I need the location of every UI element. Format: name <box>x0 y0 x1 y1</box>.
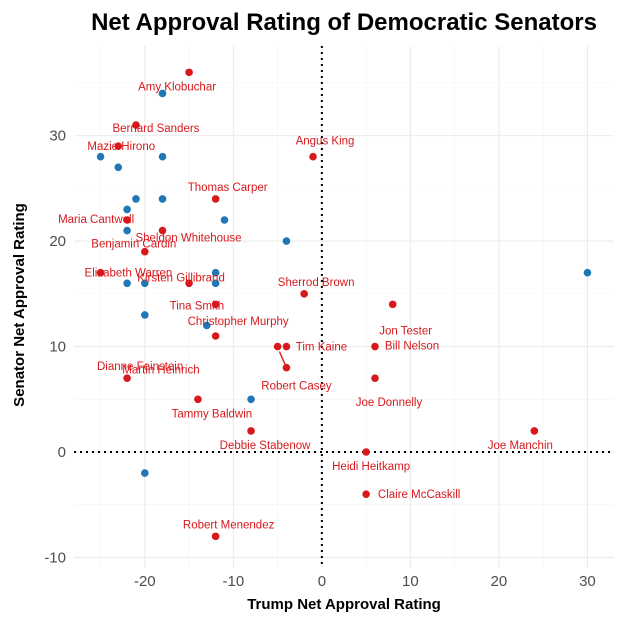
blue-data-point <box>114 163 123 172</box>
x-tick-label: -20 <box>134 573 156 590</box>
blue-data-point <box>583 268 592 277</box>
red-data-point <box>194 395 202 404</box>
red-data-point <box>530 427 539 435</box>
y-tick-label: 0 <box>58 444 66 461</box>
point-label: Heidi Heitkamp <box>332 461 410 473</box>
x-tick-label: -10 <box>223 573 245 590</box>
point-label: Robert Menendez <box>183 519 275 531</box>
blue-data-point <box>141 311 149 319</box>
red-data-point <box>282 363 291 372</box>
x-axis-title: Trump Net Approval Rating <box>247 596 441 613</box>
point-label: Tina Smith <box>170 300 225 312</box>
red-data-point <box>96 268 105 277</box>
blue-data-point <box>96 152 105 161</box>
point-label: Jon Tester <box>379 325 432 337</box>
red-data-point <box>300 290 308 298</box>
y-tick-label: -10 <box>44 549 66 566</box>
point-label: Kirsten Gillibrand <box>137 272 225 284</box>
point-label: Joe Donnelly <box>356 397 423 409</box>
x-tick-label: 20 <box>491 573 508 590</box>
blue-data-point <box>282 237 291 245</box>
blue-data-point <box>141 469 149 477</box>
point-label: Martin Heinrich <box>122 365 199 377</box>
point-label: Debbie Stabenow <box>220 440 311 452</box>
x-tick-label: 0 <box>318 573 326 590</box>
y-tick-label: 10 <box>49 339 66 356</box>
red-data-point <box>371 342 379 351</box>
blue-data-point <box>158 89 167 98</box>
point-label: Robert Casey <box>261 381 332 393</box>
point-label: Elizabeth Warren <box>85 268 173 280</box>
blue-data-point <box>123 226 131 235</box>
point-label: Bernard Sanders <box>112 123 199 135</box>
blue-data-point <box>211 279 220 288</box>
blue-data-point <box>141 279 149 288</box>
point-label: Bill Nelson <box>385 341 439 353</box>
blue-data-point <box>123 279 131 288</box>
data-points <box>96 68 592 541</box>
tick-labels: -20 -10 0 10 20 30 -10 0 10 20 30 <box>44 128 595 590</box>
blue-data-point <box>247 395 255 404</box>
red-data-point <box>247 427 255 435</box>
point-label: Joe Manchin <box>488 440 553 452</box>
y-tick-label: 20 <box>49 233 66 250</box>
red-data-point <box>185 279 193 288</box>
point-label: Claire McCaskill <box>378 489 460 501</box>
red-data-point <box>371 374 379 382</box>
chart-title: Net Approval Rating of Democratic Senato… <box>91 9 597 36</box>
red-data-point <box>211 195 220 203</box>
red-data-point <box>211 300 220 309</box>
blue-data-point <box>158 195 167 203</box>
red-data-point <box>309 152 317 161</box>
blue-data-point <box>158 152 167 161</box>
red-data-point <box>185 68 193 77</box>
blue-data-point <box>220 216 229 224</box>
point-label: Sherrod Brown <box>278 277 355 289</box>
point-label: Mazie Hirono <box>87 141 155 153</box>
point-label: Thomas Carper <box>188 182 268 194</box>
blue-data-point <box>211 268 220 277</box>
red-data-point <box>282 342 291 351</box>
point-label: Angus King <box>296 136 355 148</box>
blue-data-point <box>123 205 131 214</box>
point-label: Maria Cantwell <box>58 214 134 226</box>
red-data-point <box>123 216 131 224</box>
red-data-point <box>362 490 370 498</box>
point-label: Tammy Baldwin <box>172 408 253 420</box>
gridlines <box>74 46 614 568</box>
red-data-point <box>123 374 131 382</box>
red-data-point <box>132 121 140 129</box>
x-tick-label: 30 <box>579 573 596 590</box>
reference-lines <box>74 46 614 568</box>
point-labels: Amy Klobuchar Bernard Sanders Mazie Hirono… <box>58 81 553 531</box>
y-tick-label: 30 <box>49 128 66 145</box>
point-label: Tim Kaine <box>296 342 347 354</box>
point-label: Amy Klobuchar <box>138 81 216 93</box>
red-data-point <box>114 142 123 150</box>
red-data-point <box>211 532 220 541</box>
point-label: Benjamin Cardin <box>91 239 176 251</box>
red-data-point <box>141 247 149 256</box>
blue-data-point <box>132 195 140 203</box>
red-data-point <box>388 300 397 309</box>
point-label: Christopher Murphy <box>188 316 289 328</box>
red-data-point <box>273 342 282 351</box>
x-tick-label: 10 <box>402 573 419 590</box>
red-data-point <box>158 226 167 235</box>
point-label: Dianne Feinstein <box>97 361 183 373</box>
blue-data-point <box>202 321 211 330</box>
red-data-point <box>362 448 370 456</box>
red-data-point <box>211 332 220 340</box>
y-axis-title: Senator Net Approval Rating <box>11 203 28 407</box>
point-label: Sheldon Whitehouse <box>135 233 241 245</box>
